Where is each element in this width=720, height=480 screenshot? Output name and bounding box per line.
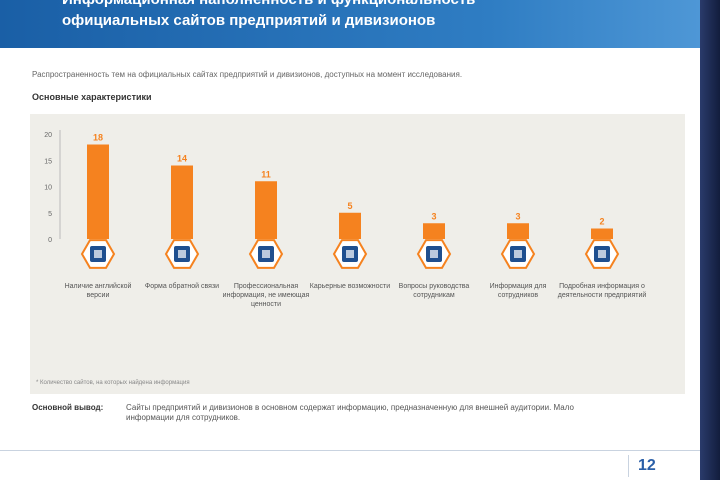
page-divider [628,455,629,477]
header-title-line2: официальных сайтов предприятий и дивизио… [62,12,436,29]
y-tick-label: 0 [48,237,52,244]
bar-value-label: 2 [599,217,604,227]
bar-value-label: 3 [515,211,520,221]
intro-text: Распространенность тем на официальных са… [32,70,463,79]
conclusion-text: Сайты предприятий и дивизионов в основно… [126,403,574,422]
category-label: Форма обратной связи [144,283,220,290]
y-tick-label: 20 [44,132,52,139]
footnote: * Количество сайтов, на которых найдена … [36,380,190,386]
category-label: Вопросы руководства сотрудникам [398,283,470,299]
page-edge-strip [700,0,720,480]
document-icon-glyph-detail [94,250,102,258]
briefcase-icon-glyph-detail [346,250,354,258]
bar [591,228,613,239]
bar [339,212,361,239]
grid-icon-glyph-detail [598,250,606,258]
header-title-line1: Информационная наполненность и функциона… [62,0,475,8]
bar [255,181,277,239]
bar-chart: 0 5 10 15 20 18 14 11 5 3 3 2 [44,130,620,269]
people-icon-glyph-detail [262,250,270,258]
y-tick-label: 5 [48,211,52,218]
building-icon-glyph-detail [178,250,186,258]
bar-value-label: 14 [177,154,187,164]
bar-value-label: 3 [431,211,436,221]
group-icon-glyph-detail [430,250,438,258]
category-label: Подробная информация о деятельности пред… [557,283,647,299]
chart-subtitle: Основные характеристики [32,92,152,102]
y-tick-label: 10 [44,185,52,192]
bar-value-label: 18 [93,133,103,143]
page-number: 12 [638,457,656,474]
bar-value-label: 11 [261,169,271,179]
bar-value-label: 5 [347,201,352,211]
page-header: Информационная наполненность и функциона… [0,0,700,48]
bar [171,165,193,239]
y-tick-label: 15 [44,158,52,165]
category-label: Информация для сотрудников [489,283,547,299]
conclusion-label: Основной вывод: [32,403,104,412]
bottom-rule [0,450,700,451]
chart-panel: 0 5 10 15 20 18 14 11 5 3 3 2 Наличие английской ве… [30,114,685,394]
bar [507,223,529,239]
category-label: Карьерные возможности [309,283,391,290]
bar [87,144,109,239]
category-label: Профессиональная информация, не имеющая … [222,283,310,308]
bar [423,223,445,239]
tablet-icon-glyph-detail [514,250,522,258]
category-label: Наличие английской версии [64,283,132,299]
